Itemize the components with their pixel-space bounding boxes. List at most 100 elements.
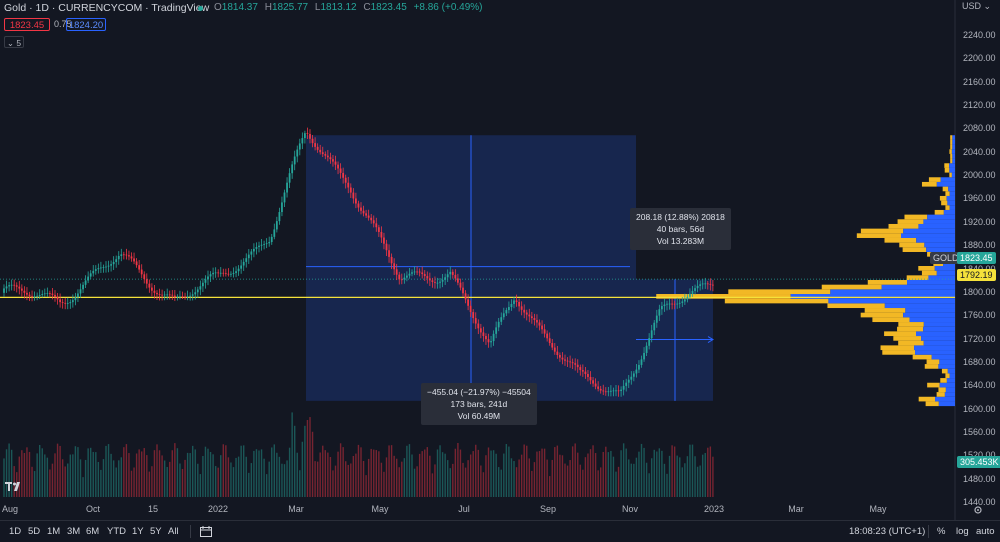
volume-bar	[161, 455, 163, 497]
range-5d[interactable]: 5D	[28, 526, 41, 537]
candle-body	[589, 376, 592, 381]
volume-bar	[51, 463, 54, 497]
range-1d[interactable]: 1D	[9, 526, 22, 537]
candle-body	[408, 273, 411, 276]
volume-bar	[217, 467, 219, 497]
volume-bar	[355, 453, 357, 497]
volume-bar	[95, 452, 97, 497]
range-3m[interactable]: 3M	[67, 526, 81, 537]
candle-body	[709, 283, 712, 285]
volume-bar	[322, 445, 324, 497]
calendar-icon[interactable]	[200, 526, 212, 537]
candle-body	[181, 296, 184, 298]
candle-body	[163, 294, 166, 296]
range-1m[interactable]: 1M	[47, 526, 61, 537]
candle-body	[179, 296, 181, 298]
symbol-title[interactable]: Gold · 1D · CURRENCYCOM · TradingView	[4, 2, 210, 14]
candle-body	[650, 330, 653, 339]
candle-body	[536, 320, 538, 323]
volume-bar	[327, 452, 329, 497]
tradingview-logo-icon[interactable]	[4, 479, 24, 493]
volume-bar	[653, 449, 655, 497]
volume-bar	[194, 449, 196, 497]
volume-bar	[337, 451, 339, 497]
volume-profile-bar-up	[934, 209, 944, 215]
open-value: 1814.37	[221, 2, 258, 13]
volume-bar	[158, 450, 161, 497]
candle-body	[439, 281, 441, 283]
candle-body	[8, 285, 10, 287]
candle-body	[556, 351, 559, 356]
time-tick-label: Mar	[788, 504, 804, 514]
volume-bar	[385, 457, 388, 497]
candle-body	[632, 373, 635, 377]
candle-body	[569, 361, 571, 363]
volume-bar	[204, 446, 207, 497]
volume-bar	[258, 450, 260, 497]
volume-bar	[125, 444, 128, 497]
candle-body	[464, 293, 467, 300]
range-ytd[interactable]: YTD	[107, 526, 126, 537]
volume-bar	[393, 455, 395, 497]
candle-body	[530, 316, 533, 319]
volume-profile-bar-up	[897, 219, 924, 224]
currency-selector[interactable]: USD ⌄	[962, 1, 992, 11]
range-5y[interactable]: 5Y	[150, 526, 162, 537]
auto-scale-toggle[interactable]: auto	[976, 526, 995, 537]
volume-profile-bar-up	[950, 135, 953, 140]
candle-body	[15, 285, 18, 287]
candle-body	[186, 296, 189, 298]
volume-bar	[184, 459, 186, 497]
candle-body	[281, 202, 283, 213]
volume-bar	[454, 448, 457, 497]
sell-button[interactable]: 1823.45	[4, 18, 50, 31]
percent-scale-toggle[interactable]: %	[937, 526, 946, 537]
low-value: 1813.12	[320, 2, 357, 13]
volume-profile-bar-down	[935, 396, 955, 402]
indicators-toggle[interactable]: ⌄ 5	[4, 36, 24, 48]
candle-body	[472, 312, 475, 319]
close-value: 1823.45	[370, 2, 407, 13]
candle-body	[462, 287, 464, 294]
candle-body	[202, 282, 204, 287]
volume-bar	[240, 445, 242, 497]
candle-body	[576, 364, 579, 368]
log-scale-toggle[interactable]: log	[956, 526, 969, 537]
candle-body	[355, 198, 357, 204]
volume-bar	[189, 453, 191, 497]
buy-button[interactable]: 1824.20	[66, 18, 106, 31]
volume-bar	[176, 448, 179, 497]
volume-bar	[237, 456, 240, 497]
candle-body	[342, 172, 345, 178]
volume-profile-bar-down	[901, 233, 955, 238]
gear-icon[interactable]	[973, 505, 983, 515]
candle-body	[207, 276, 209, 280]
range-1y[interactable]: 1Y	[132, 526, 144, 537]
volume-profile-bar-down	[939, 382, 955, 388]
volume-bar	[663, 463, 666, 497]
candle-body	[683, 299, 686, 302]
candle-body	[23, 290, 26, 293]
candle-body	[686, 296, 689, 300]
volume-profile-bar-down	[915, 331, 955, 337]
candle-body	[553, 347, 556, 352]
volume-bar	[174, 443, 176, 497]
volume-bar	[679, 457, 681, 497]
volume-profile-bar-up	[880, 345, 915, 351]
volume-bar	[214, 466, 217, 497]
volume-bar	[607, 452, 610, 497]
clock-timezone[interactable]: 18:08:23 (UTC+1)	[849, 526, 926, 537]
volume-profile-bar-up	[728, 289, 831, 295]
spread-value: 0.75	[54, 19, 72, 29]
volume-bar	[212, 454, 214, 497]
range-all[interactable]: All	[168, 526, 179, 537]
candle-body	[533, 318, 536, 321]
volume-bar	[472, 451, 474, 497]
volume-profile-bar-up	[921, 181, 937, 187]
candle-body	[518, 301, 520, 307]
candle-body	[400, 279, 403, 281]
candle-body	[451, 271, 454, 275]
range-6m[interactable]: 6M	[86, 526, 100, 537]
